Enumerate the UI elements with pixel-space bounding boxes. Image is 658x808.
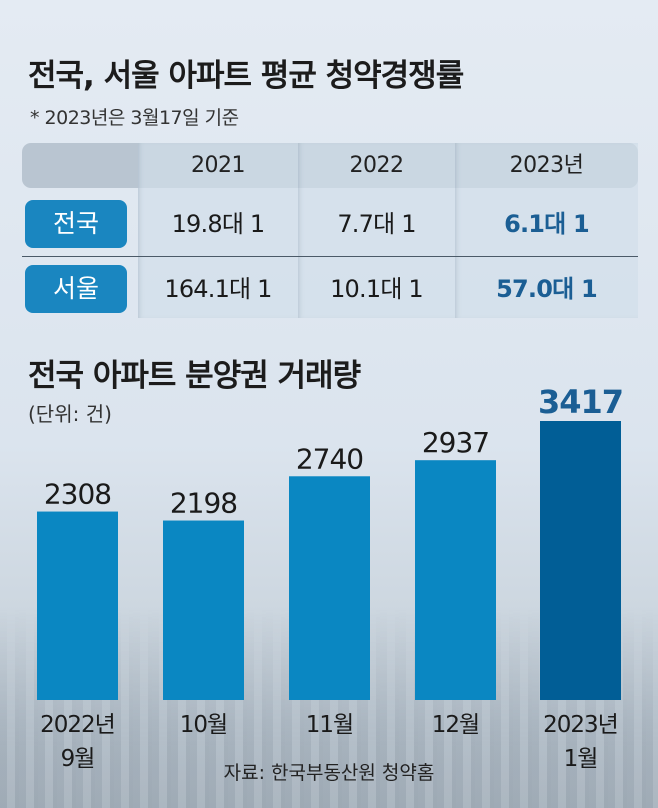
header-cell: 2023년 — [509, 153, 584, 178]
bar-value-label: 2937 — [422, 426, 489, 459]
source-note: 자료: 한국부동산원 청약홈 — [223, 762, 435, 784]
bar-value-label: 2740 — [296, 442, 363, 475]
row-divider — [22, 256, 638, 257]
bar — [540, 421, 621, 700]
table-cell: 19.8대 1 — [171, 210, 266, 238]
category-label: 10월 — [180, 712, 227, 738]
bar — [289, 476, 370, 700]
category-label: 2023년 — [543, 712, 618, 738]
bar — [37, 511, 118, 700]
column-2023 — [455, 143, 638, 318]
header-cell: 2021 — [191, 153, 246, 178]
row-label-badge: 서울 — [25, 265, 127, 313]
bar — [163, 520, 244, 700]
chart-title: 전국 아파트 분양권 거래량 — [28, 358, 361, 394]
bar-value-label: 2198 — [170, 487, 237, 520]
row-label-badge: 전국 — [25, 200, 127, 248]
header-cell: 2022 — [349, 153, 405, 178]
category-label: 9월 — [61, 746, 95, 772]
category-label: 12월 — [432, 712, 479, 738]
table-cell-highlight: 6.1대 1 — [504, 210, 590, 238]
table-cell: 164.1대 1 — [164, 275, 272, 303]
table-cell: 10.1대 1 — [330, 275, 424, 303]
column-2022 — [298, 143, 455, 318]
bar-value-label: 3417 — [538, 383, 623, 421]
category-label: 1월 — [564, 746, 598, 772]
category-label: 2022년 — [40, 712, 115, 738]
table-cell-highlight: 57.0대 1 — [496, 275, 598, 303]
column-2021 — [138, 143, 298, 318]
chart-unit-label: (단위: 건) — [28, 402, 112, 426]
table-cell: 7.7대 1 — [337, 210, 416, 238]
page-title: 전국, 서울 아파트 평균 청약경쟁률 — [28, 58, 464, 94]
bar — [415, 460, 496, 700]
bar-value-label: 2308 — [44, 478, 111, 511]
subtitle-note: * 2023년은 3월17일 기준 — [30, 107, 239, 129]
category-label: 11월 — [306, 712, 353, 738]
